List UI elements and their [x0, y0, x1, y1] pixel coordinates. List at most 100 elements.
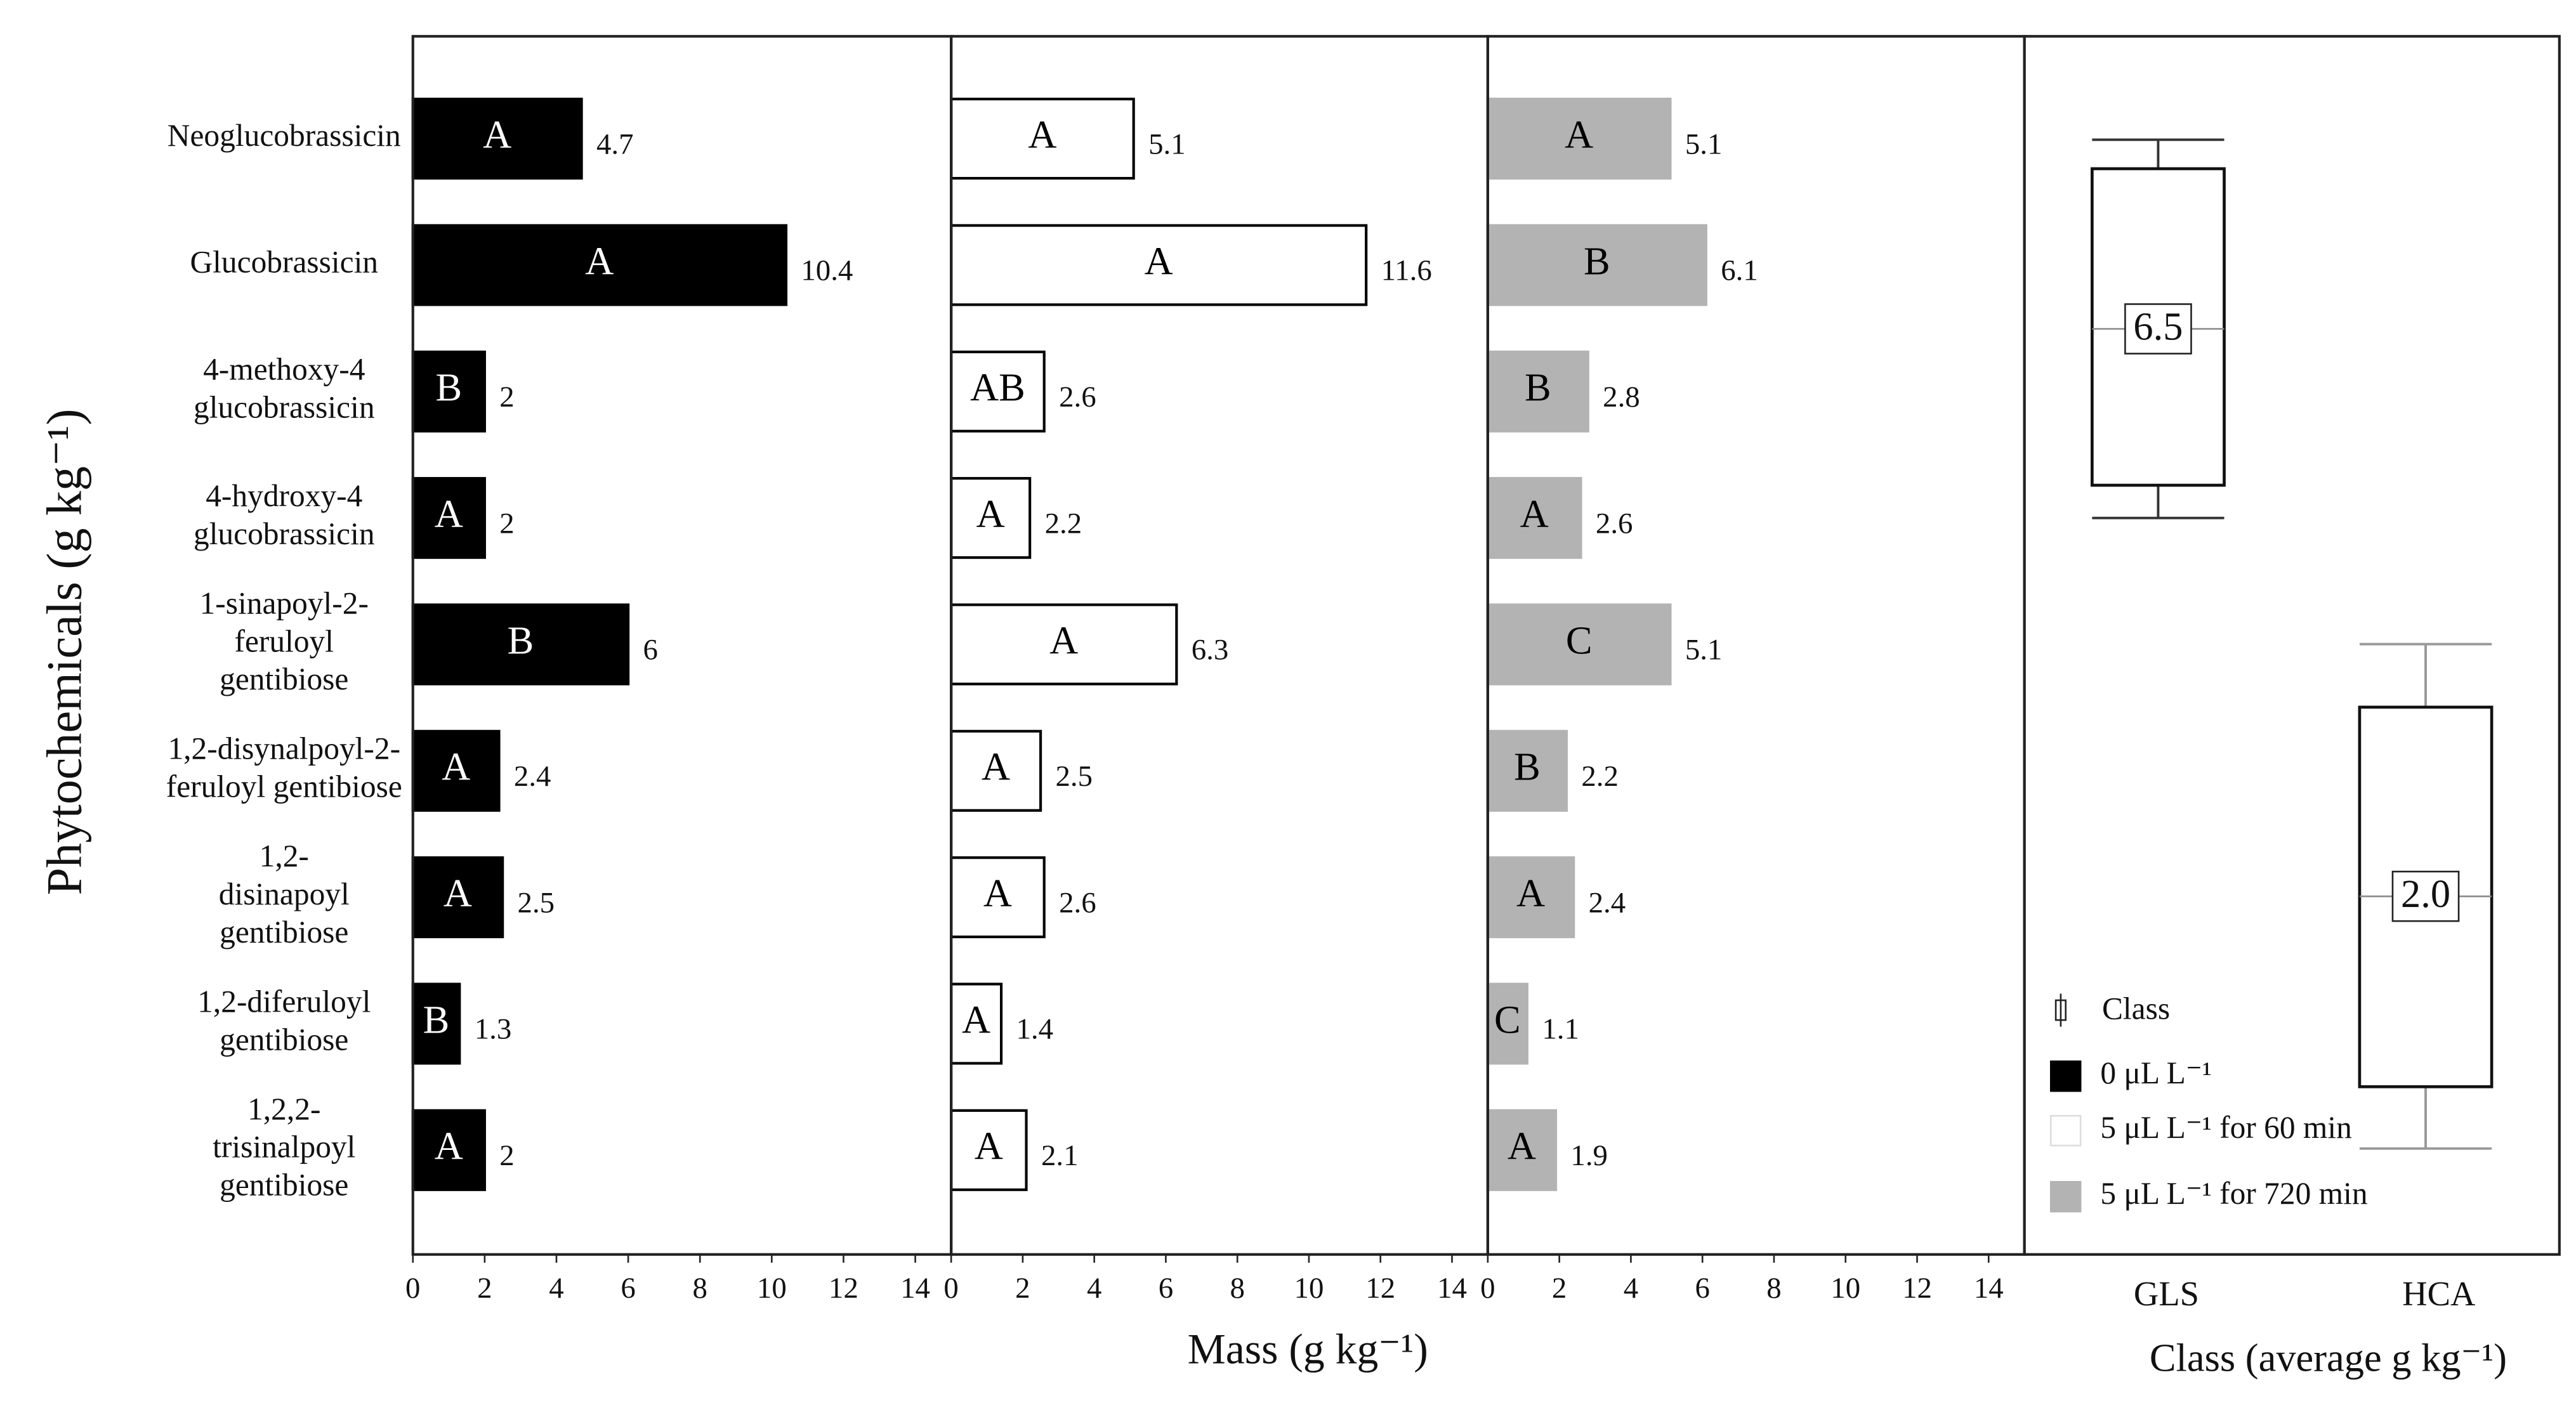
legend-swatch	[2049, 1060, 2082, 1092]
value-label: 2.4	[1589, 886, 1626, 919]
category-label: 4-hydroxy-4	[206, 478, 362, 513]
x-tick-label: 0	[1480, 1272, 1495, 1305]
bar-letter: A	[585, 238, 614, 283]
bar-letter: C	[1494, 997, 1521, 1041]
value-label: 10.4	[801, 254, 853, 287]
category-label: trisinalpoyl	[213, 1130, 355, 1165]
bar	[950, 350, 1046, 433]
x-tick-label: 8	[693, 1272, 707, 1305]
x-tick-label: 0	[943, 1272, 958, 1305]
value-label: 1.3	[475, 1013, 512, 1046]
bar-letter: B	[435, 365, 462, 410]
category-label: Neoglucobrassicin	[168, 118, 401, 153]
bar-letter: B	[1525, 365, 1551, 410]
bar	[411, 224, 788, 306]
value-label: 2	[499, 507, 514, 540]
value-label: 6	[643, 634, 658, 667]
category-label: 1,2,2-	[247, 1092, 320, 1126]
bar	[1486, 477, 1582, 559]
bar	[950, 224, 1368, 306]
x-tick-label: GLS	[2134, 1274, 2199, 1313]
category-label: 1-sinapoyl-2-	[200, 585, 369, 620]
bar-letter: A	[962, 997, 990, 1041]
bar-letter: A	[975, 1124, 1003, 1168]
value-label: 2.5	[518, 886, 555, 919]
x-tick-label: 0	[405, 1272, 420, 1305]
bar-letter: A	[982, 745, 1010, 789]
value-label: 2.8	[1603, 381, 1640, 414]
x-tick-label: 4	[549, 1272, 563, 1305]
x-tick-label: HCA	[2402, 1274, 2476, 1313]
class-axis-title: Class (average g kg⁻¹)	[2150, 1335, 2507, 1380]
legend-label: Class	[2102, 991, 2170, 1026]
category-label: gentibiose	[220, 915, 348, 949]
category-label: 4-methoxy-4	[203, 352, 365, 387]
bar-letter: B	[1584, 238, 1610, 283]
category-label: gentibiose	[220, 662, 348, 696]
bar	[1486, 350, 1589, 433]
x-tick-label: 14	[900, 1272, 930, 1305]
legend-label: 5 μL L⁻¹ for 720 min	[2100, 1176, 2367, 1211]
value-label: 5.1	[1148, 127, 1186, 160]
bar	[950, 603, 1178, 686]
category-label: 1,2-	[260, 839, 309, 873]
bar-letter: A	[1516, 871, 1545, 915]
x-tick-label: 14	[1974, 1272, 2004, 1305]
category-label: feruloyl gentibiose	[166, 769, 402, 804]
value-label: 1.9	[1570, 1139, 1608, 1172]
bar	[411, 982, 461, 1065]
value-label: 4.7	[596, 127, 634, 160]
value-label: 1.1	[1542, 1013, 1579, 1046]
x-tick-label: 2	[477, 1272, 492, 1305]
bar	[1486, 856, 1575, 939]
value-label: 11.6	[1381, 254, 1432, 287]
bar	[411, 350, 486, 433]
x-tick-label: 14	[1437, 1272, 1467, 1305]
legend-label: 5 μL L⁻¹ for 60 min	[2100, 1110, 2352, 1145]
category-label: gentibiose	[220, 1168, 348, 1203]
x-tick-label: 12	[829, 1272, 858, 1305]
x-tick-label: 12	[1902, 1272, 1932, 1305]
category-label: Glucobrassicin	[190, 244, 378, 279]
bar-letter: A	[435, 492, 463, 536]
bar-letter: A	[983, 871, 1012, 915]
category-label: glucobrassicin	[194, 390, 375, 425]
x-axis-title: Mass (g kg⁻¹)	[1188, 1325, 1428, 1373]
bar-letter: A	[1520, 492, 1549, 536]
value-label: 2.4	[514, 760, 551, 793]
category-label: glucobrassicin	[194, 516, 375, 551]
bar	[411, 1109, 486, 1191]
bar	[411, 729, 501, 812]
bar-letter: A	[1565, 112, 1593, 157]
median-label-box	[2391, 870, 2460, 922]
bar-letter: B	[1514, 745, 1541, 789]
value-label: 2	[499, 1139, 514, 1172]
x-tick-label: 6	[621, 1272, 635, 1305]
value-label: 6.3	[1192, 634, 1229, 667]
x-tick-label: 6	[1695, 1272, 1709, 1305]
legend-label: 0 μL L⁻¹	[2100, 1055, 2211, 1090]
x-tick-label: 8	[1230, 1272, 1244, 1305]
x-tick-label: 10	[757, 1272, 787, 1305]
bar-letter: B	[423, 997, 450, 1041]
median-label-box	[2124, 303, 2192, 355]
x-tick-label: 10	[1830, 1272, 1860, 1305]
bar-letter: A	[1508, 1124, 1536, 1168]
bar-letter: AB	[970, 365, 1025, 410]
x-tick-label: 4	[1624, 1272, 1638, 1305]
bar-letter: A	[976, 492, 1005, 536]
bar	[411, 477, 486, 559]
value-label: 5.1	[1685, 634, 1723, 667]
value-label: 2.5	[1056, 760, 1093, 793]
bar-letter: C	[1566, 618, 1593, 662]
value-label: 6.1	[1721, 254, 1758, 287]
bar	[950, 729, 1042, 812]
category-label: 1,2-disynalpoyl-2-	[168, 731, 400, 766]
bar	[950, 982, 1003, 1065]
bar-letter: A	[442, 745, 470, 789]
value-label: 1.4	[1016, 1013, 1053, 1046]
category-label: gentibiose	[220, 1022, 348, 1057]
legend-swatch	[2049, 1180, 2082, 1213]
